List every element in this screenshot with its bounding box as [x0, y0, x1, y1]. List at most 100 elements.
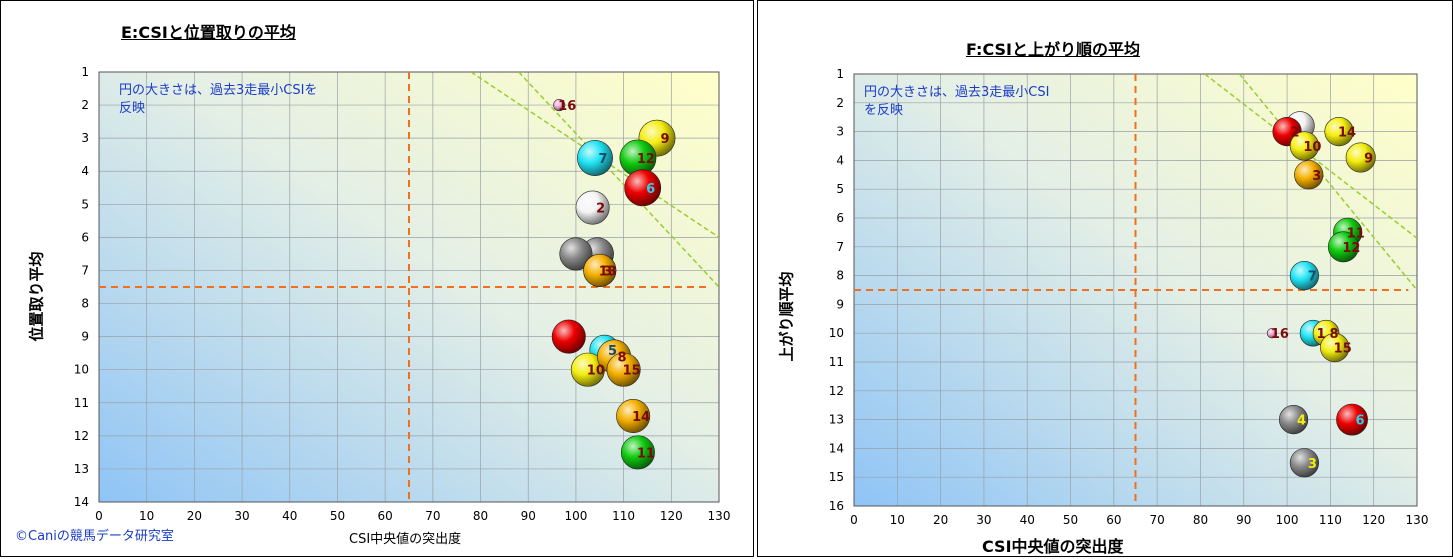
x-tick-label: 100: [1276, 513, 1299, 527]
y-tick-label: 15: [829, 470, 844, 484]
bubble-label: 6: [1356, 414, 1365, 429]
x-tick-label: 70: [1150, 513, 1165, 527]
y-tick-label: 11: [829, 355, 844, 369]
bubble-label: 11: [637, 446, 655, 461]
bubble-6: [1336, 403, 1368, 436]
bubble-4: [1278, 405, 1309, 435]
bubble-label: 12: [637, 152, 655, 167]
x-tick-label: 40: [1020, 513, 1035, 527]
x-tick-label: 70: [425, 509, 440, 523]
x-tick-label: 10: [139, 509, 154, 523]
x-tick-label: 30: [234, 509, 249, 523]
bubble-13: [583, 253, 617, 287]
bubble-label: 4: [1297, 414, 1306, 429]
y-tick-label: 10: [74, 363, 89, 377]
y-tick-label: 12: [74, 429, 89, 443]
bubble-label: 3: [603, 264, 612, 279]
bubble-16: [1266, 328, 1277, 339]
x-tick-label: 30: [976, 513, 991, 527]
bubble-label: 1: [1317, 327, 1326, 342]
x-tick-label: 40: [282, 509, 297, 523]
bubble-label: 9: [660, 132, 669, 147]
bubble-label: 3: [1312, 169, 1321, 184]
x-tick-label: 120: [1362, 513, 1385, 527]
y-tick-label: 3: [81, 131, 89, 145]
y-tick-label: 11: [74, 396, 89, 410]
diagonal-guide-line: [1204, 74, 1417, 239]
x-tick-label: 90: [521, 509, 536, 523]
y-tick-label: 2: [81, 98, 89, 112]
y-tick-label: 1: [81, 65, 89, 79]
x-tick-label: 50: [1063, 513, 1078, 527]
bubble-label: 10: [1303, 140, 1321, 155]
y-tick-label: 9: [81, 330, 89, 344]
x-tick-label: 130: [1406, 513, 1429, 527]
y-tick-label: 2: [836, 96, 844, 110]
x-tick-label: 0: [850, 513, 858, 527]
annotation-text: を反映: [864, 103, 903, 118]
scatter-plot-e: 0 10 20 30 40 50 60 70 80 90 100 110 120 130123456789…: [74, 65, 731, 523]
x-tick-label: 0: [95, 509, 103, 523]
y-tick-label: 7: [81, 263, 89, 277]
y-tick-label: 5: [81, 197, 89, 211]
bubble-label: 2: [596, 202, 605, 217]
chart-panel-e: E:CSIと位置取りの平均 位置取り平均 CSI中央値の突出度 ©Caniの競馬…: [0, 0, 754, 557]
bubble-15: [1320, 333, 1350, 363]
bubble-label: 8: [618, 350, 627, 365]
bubble-7: [577, 140, 613, 176]
y-tick-label: 1: [836, 67, 844, 81]
bubble-label: 12: [1342, 241, 1360, 256]
bubble-label: 15: [623, 364, 641, 379]
bubble-label: 10: [587, 364, 605, 379]
bubble-label: 16: [1271, 327, 1289, 342]
bubble-10: [1289, 131, 1319, 161]
y-tick-label: 8: [836, 269, 844, 283]
y-tick-label: 14: [829, 441, 844, 455]
diagonal-guide-line: [470, 72, 719, 239]
x-tick-label: 50: [330, 509, 345, 523]
bubble-label: 14: [1338, 126, 1356, 141]
diagonal-guide-line: [1238, 74, 1417, 291]
bubble-3: [1289, 448, 1319, 478]
bubble-14: [1324, 117, 1354, 147]
x-tick-label: 100: [564, 509, 587, 523]
y-tick-label: 14: [74, 495, 89, 509]
bubble-label: 14: [632, 410, 650, 425]
chart-title-e: E:CSIと位置取りの平均: [121, 23, 296, 42]
annotation-text: 円の大きさは、過去3走最小CSIを: [119, 83, 317, 98]
bubble-label: 7: [1308, 270, 1317, 285]
chart-title-f: F:CSIと上がり順の平均: [966, 40, 1140, 59]
x-tick-label: 80: [1193, 513, 1208, 527]
y-tick-label: 8: [81, 297, 89, 311]
x-tick-label: 60: [1106, 513, 1121, 527]
bubble-6: [624, 169, 662, 207]
y-tick-label: 6: [81, 230, 89, 244]
bubble-label: 13: [599, 264, 617, 279]
bubble-label: 6: [646, 182, 655, 197]
y-tick-label: 13: [74, 462, 89, 476]
x-tick-label: 120: [660, 509, 683, 523]
y-tick-label: 7: [836, 240, 844, 254]
y-tick-label: 3: [836, 125, 844, 139]
y-tick-label: 10: [829, 326, 844, 340]
x-tick-label: 110: [1319, 513, 1342, 527]
x-tick-label: 110: [612, 509, 635, 523]
bubble-7: [1289, 261, 1319, 291]
bubble-label: 9: [1364, 152, 1373, 167]
x-tick-label: 20: [187, 509, 202, 523]
x-tick-label: 80: [473, 509, 488, 523]
bubble-14: [616, 399, 651, 433]
x-tick-label: 20: [933, 513, 948, 527]
bubble-label: 8: [1330, 327, 1339, 342]
y-tick-label: 12: [829, 384, 844, 398]
y-tick-label: 5: [836, 182, 844, 196]
bubble-label: 3: [1308, 457, 1317, 472]
scatter-plot-f: 0 10 20 30 40 50 60 70 80 90 100 110 120 130123456789…: [829, 67, 1429, 527]
y-tick-label: 4: [836, 153, 844, 167]
x-axis-label-e: CSI中央値の突出度: [349, 532, 462, 547]
bubble-label: 7: [598, 152, 607, 167]
x-tick-label: 130: [708, 509, 731, 523]
y-tick-label: 16: [829, 499, 844, 513]
x-tick-label: 10: [890, 513, 905, 527]
credit-text: ©Caniの競馬データ研究室: [15, 529, 174, 544]
